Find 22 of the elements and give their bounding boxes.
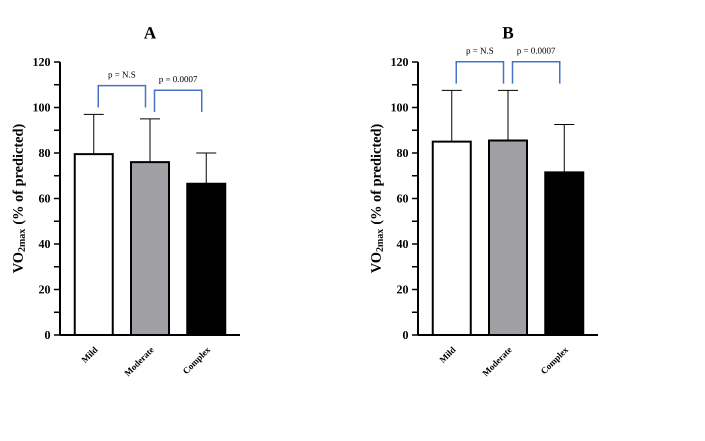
text: p = N.S xyxy=(466,48,494,56)
y-tick-label: 40 xyxy=(38,240,50,248)
y-axis-title: VO$_{2max}$ (% of predicted) xyxy=(370,124,384,274)
y-tick-label: 80 xyxy=(396,148,408,158)
annotation: p = N.S xyxy=(108,72,136,80)
y-tick-label: 100 xyxy=(34,103,50,112)
y-tick-label: 60 xyxy=(38,194,50,203)
y-tick-label: 0 xyxy=(402,330,408,340)
chart-title: B xyxy=(502,27,514,38)
y-tick-label: 100 xyxy=(392,103,408,112)
y-tick-label: 120 xyxy=(392,58,408,66)
text: p = 0.0007 xyxy=(516,48,556,56)
y-tick-label: 120 xyxy=(34,58,50,66)
y-tick-label: 60 xyxy=(396,194,408,203)
y-axis-title: VO$_{2max}$ (% of predicted) xyxy=(12,124,26,274)
y-tick-label: 40 xyxy=(396,240,408,248)
y-tick-label: 20 xyxy=(39,285,50,294)
chart-title: A xyxy=(144,27,156,38)
y-tick-label: 20 xyxy=(397,285,408,294)
y-tick-label: 80 xyxy=(38,148,50,158)
annotation: p = 0.0007 xyxy=(158,76,198,84)
y-tick-label: 0 xyxy=(44,330,50,340)
